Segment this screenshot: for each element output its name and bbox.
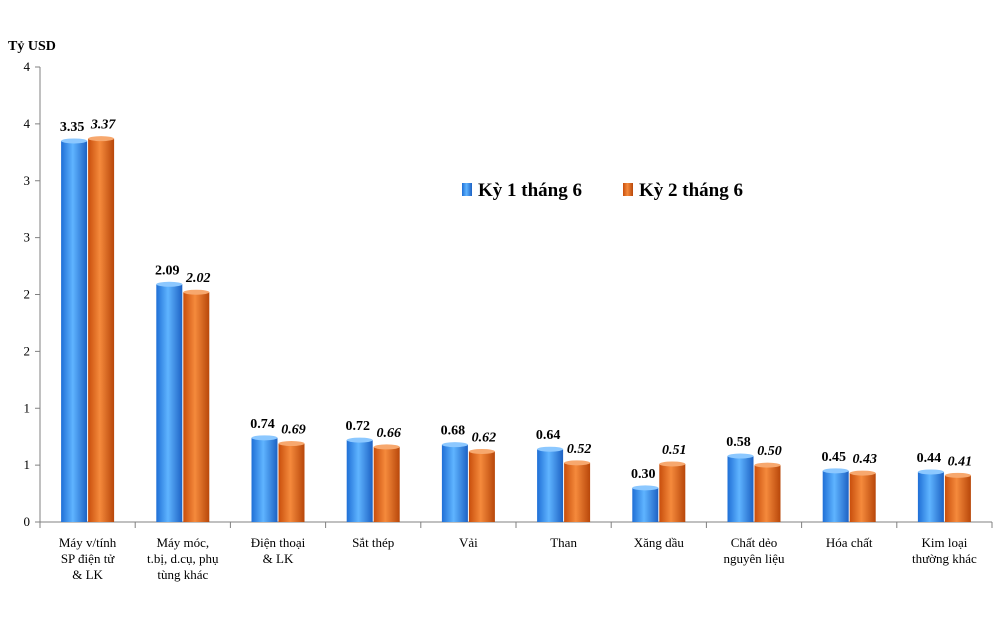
bar-top-cap <box>278 441 305 447</box>
category-label: Máy v/tính SP điện tử & LK <box>59 535 117 582</box>
value-label-series-2: 2.02 <box>185 271 211 286</box>
bar-series-2 <box>754 465 781 522</box>
y-tick-label: 2 <box>24 343 31 358</box>
bar-top-cap <box>849 470 876 476</box>
value-label-series-2: 0.52 <box>567 442 592 457</box>
value-label-series-1: 0.68 <box>441 424 466 439</box>
category-label: Điện thoại & LK <box>251 535 306 566</box>
bar-top-cap <box>346 437 373 443</box>
bar-top-cap <box>183 289 210 295</box>
bar-series-1 <box>822 470 849 522</box>
value-label-series-2: 0.69 <box>281 423 306 438</box>
bar-series-2 <box>944 475 971 522</box>
bars <box>61 136 971 522</box>
category-label: Chất dẻo nguyên liệu <box>723 535 785 566</box>
category-label: Xăng dầu <box>634 535 685 550</box>
legend-swatch-series-1 <box>462 183 472 196</box>
category-label: Vải <box>459 535 478 550</box>
y-axis-label: Tỷ USD <box>8 39 56 54</box>
value-label-series-1: 0.44 <box>917 451 942 466</box>
legend-label-series-1: Kỳ 1 tháng 6 <box>478 180 582 201</box>
y-tick-label: 1 <box>24 400 31 415</box>
bar-series-2 <box>659 463 686 522</box>
value-label-series-2: 0.41 <box>948 454 973 469</box>
bar-top-cap <box>88 136 115 142</box>
bar-top-cap <box>468 448 495 454</box>
bar-series-1 <box>156 284 183 522</box>
value-label-series-2: 0.50 <box>757 444 782 459</box>
value-label-series-1: 0.30 <box>631 467 656 482</box>
bar-series-1 <box>727 456 754 522</box>
category-label: Máy móc, t.bị, d.cụ, phụ tùng khác <box>147 535 219 582</box>
value-label-series-2: 0.66 <box>376 426 401 441</box>
value-label-series-2: 0.43 <box>852 452 877 467</box>
bar-top-cap <box>917 469 944 475</box>
bar-top-cap <box>156 281 183 287</box>
bar-top-cap <box>754 462 781 468</box>
y-tick-label: 0 <box>24 514 31 529</box>
y-tick-label: 3 <box>24 173 31 188</box>
bar-top-cap <box>537 446 564 452</box>
bar-series-2 <box>278 443 305 522</box>
bar-series-1 <box>632 487 659 522</box>
bar-series-1 <box>441 444 468 522</box>
bar-top-cap <box>441 442 468 448</box>
bar-series-2 <box>88 138 115 522</box>
y-tick-label: 3 <box>24 230 31 245</box>
bar-top-cap <box>564 460 591 466</box>
bar-series-2 <box>849 473 876 522</box>
value-label-series-2: 0.51 <box>662 443 687 458</box>
bar-series-1 <box>537 449 564 522</box>
bar-top-cap <box>61 138 88 144</box>
bar-series-2 <box>373 446 400 522</box>
category-labels: Máy v/tính SP điện tử & LK Máy móc, t.bị, d.… <box>59 535 977 582</box>
value-label-series-1: 0.64 <box>536 428 561 443</box>
y-tick-label: 4 <box>24 116 31 131</box>
bar-series-1 <box>61 140 88 522</box>
category-label: Hóa chất <box>826 535 873 550</box>
value-label-series-1: 3.35 <box>60 120 85 135</box>
value-label-series-1: 0.58 <box>726 435 751 450</box>
legend-label-series-2: Kỳ 2 tháng 6 <box>639 180 743 201</box>
value-label-series-1: 0.72 <box>345 419 370 434</box>
bar-series-1 <box>251 437 278 522</box>
bar-series-2 <box>564 462 591 522</box>
value-labels: 3.35 2.09 0.74 0.72 0.68 0.64 0.30 0.58 0.45 0.44… <box>60 118 972 482</box>
value-label-series-2: 3.37 <box>90 118 117 133</box>
bar-top-cap <box>373 444 400 450</box>
value-label-series-2: 0.62 <box>472 430 497 445</box>
bar-top-cap <box>944 472 971 478</box>
category-label: Sắt thép <box>352 535 394 550</box>
value-label-series-1: 2.09 <box>155 263 180 278</box>
value-label-series-1: 0.74 <box>250 417 275 432</box>
bar-series-1 <box>346 440 373 522</box>
legend-swatch-series-2 <box>623 183 633 196</box>
value-label-series-1: 0.45 <box>821 450 846 465</box>
category-label: Kim loại thường khác <box>912 535 977 566</box>
bar-top-cap <box>632 485 659 491</box>
bar-top-cap <box>659 461 686 467</box>
bar-top-cap <box>251 435 278 441</box>
bar-top-cap <box>822 468 849 474</box>
legend: Kỳ 1 tháng 6 Kỳ 2 tháng 6 <box>462 180 743 201</box>
y-tick-label: 1 <box>24 457 31 472</box>
category-label: Than <box>550 535 577 550</box>
bar-series-2 <box>468 451 495 522</box>
bar-series-1 <box>917 471 944 522</box>
y-tick-label: 2 <box>24 287 31 302</box>
bar-series-2 <box>183 292 210 522</box>
y-tick-label: 4 <box>24 59 31 74</box>
bar-top-cap <box>727 453 754 459</box>
